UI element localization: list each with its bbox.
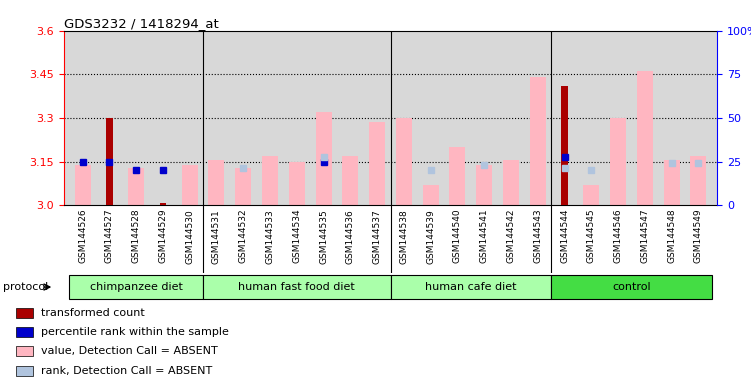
Bar [209, 160, 225, 205]
Text: GSM144540: GSM144540 [453, 209, 462, 263]
Bar [396, 118, 412, 205]
Bar [17, 366, 32, 376]
Bar [529, 77, 546, 205]
Text: GSM144535: GSM144535 [319, 209, 328, 263]
Text: human fast food diet: human fast food diet [238, 282, 355, 292]
Text: rank, Detection Call = ABSENT: rank, Detection Call = ABSENT [41, 366, 212, 376]
FancyBboxPatch shape [551, 275, 712, 299]
Text: GSM144545: GSM144545 [587, 209, 596, 263]
Text: GSM144536: GSM144536 [346, 209, 355, 263]
FancyBboxPatch shape [203, 275, 391, 299]
Bar [160, 202, 166, 205]
Bar [17, 327, 32, 337]
Bar [289, 162, 305, 205]
Text: GSM144532: GSM144532 [239, 209, 248, 263]
Bar [690, 156, 707, 205]
Bar [182, 165, 198, 205]
Bar [449, 147, 466, 205]
Bar [369, 122, 385, 205]
Bar [74, 165, 91, 205]
Text: GSM144530: GSM144530 [185, 209, 195, 263]
Text: GSM144541: GSM144541 [480, 209, 489, 263]
Text: GSM144539: GSM144539 [426, 209, 435, 263]
Text: GSM144546: GSM144546 [614, 209, 623, 263]
Bar [637, 71, 653, 205]
Text: GSM144544: GSM144544 [560, 209, 569, 263]
Text: GSM144531: GSM144531 [212, 209, 221, 263]
Text: value, Detection Call = ABSENT: value, Detection Call = ABSENT [41, 346, 217, 356]
Text: GSM144527: GSM144527 [105, 209, 114, 263]
FancyBboxPatch shape [69, 275, 203, 299]
Bar [423, 185, 439, 205]
Text: GSM144549: GSM144549 [694, 209, 703, 263]
Text: GSM144548: GSM144548 [667, 209, 676, 263]
Bar [584, 185, 599, 205]
Text: GSM144528: GSM144528 [131, 209, 140, 263]
Text: GSM144538: GSM144538 [400, 209, 409, 263]
Text: percentile rank within the sample: percentile rank within the sample [41, 327, 228, 337]
Bar [503, 160, 519, 205]
Bar [664, 160, 680, 205]
FancyBboxPatch shape [391, 275, 551, 299]
Text: GSM144534: GSM144534 [292, 209, 301, 263]
Bar [262, 156, 278, 205]
Text: human cafe diet: human cafe diet [425, 282, 517, 292]
Text: GSM144537: GSM144537 [372, 209, 382, 263]
Text: GSM144547: GSM144547 [641, 209, 650, 263]
Bar [17, 308, 32, 318]
Bar [235, 167, 252, 205]
Bar [128, 167, 144, 205]
Bar [106, 118, 113, 205]
Bar [17, 346, 32, 356]
Text: GSM144542: GSM144542 [506, 209, 515, 263]
Text: transformed count: transformed count [41, 308, 144, 318]
Text: protocol: protocol [3, 282, 49, 292]
Bar [476, 165, 492, 205]
Text: control: control [612, 282, 651, 292]
Text: GSM144533: GSM144533 [266, 209, 275, 263]
Bar [315, 112, 332, 205]
Bar [610, 118, 626, 205]
Bar [342, 156, 358, 205]
Text: GSM144543: GSM144543 [533, 209, 542, 263]
Text: GSM144526: GSM144526 [78, 209, 87, 263]
Text: GDS3232 / 1418294_at: GDS3232 / 1418294_at [64, 17, 219, 30]
Text: chimpanzee diet: chimpanzee diet [89, 282, 182, 292]
Text: GSM144529: GSM144529 [158, 209, 167, 263]
Bar [561, 86, 568, 205]
